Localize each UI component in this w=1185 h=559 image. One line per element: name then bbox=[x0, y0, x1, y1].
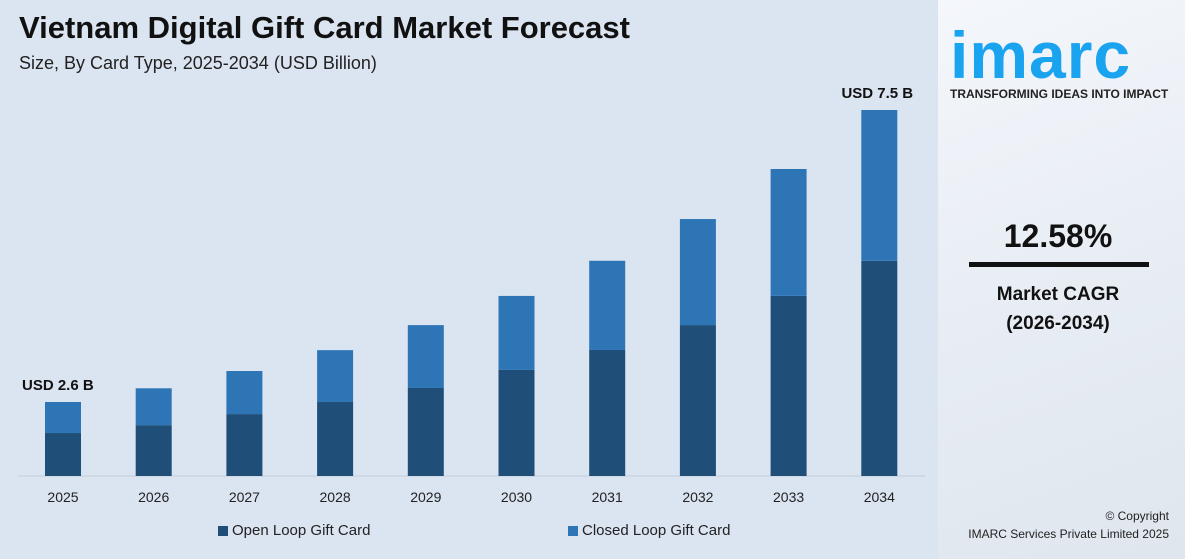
x-tick-label: 2034 bbox=[864, 489, 895, 505]
x-tick-label: 2025 bbox=[47, 489, 78, 505]
copyright-text: © Copyright bbox=[1105, 509, 1169, 523]
bar-2030 bbox=[498, 369, 535, 476]
bar-2031 bbox=[589, 260, 626, 350]
bar-2025 bbox=[45, 402, 81, 434]
bar-2033 bbox=[770, 295, 807, 476]
copyright: © Copyright IMARC Services Private Limite… bbox=[968, 507, 1169, 543]
bar-2026 bbox=[135, 425, 172, 476]
chart-panel: Vietnam Digital Gift Card Market Forecas… bbox=[18, 10, 925, 539]
legend-label: Open Loop Gift Card bbox=[232, 522, 371, 539]
data-label: USD 7.5 B bbox=[841, 85, 913, 102]
bar-2026 bbox=[135, 388, 172, 426]
bar-chart: 2025 2026 2027 2028 2029 2030 2031 2032 2033 2034… bbox=[18, 85, 925, 505]
cagr-label-text: Market CAGR bbox=[996, 284, 1120, 305]
bar-2027 bbox=[226, 414, 263, 476]
x-tick-label: 2033 bbox=[773, 489, 804, 505]
company-name: IMARC Services Private Limited 2025 bbox=[968, 527, 1169, 541]
bar-2032 bbox=[679, 325, 716, 476]
cagr-label: Market CAGR (2026-2034) bbox=[968, 280, 1148, 338]
bar-2028 bbox=[317, 350, 354, 403]
bar-2029 bbox=[407, 325, 444, 388]
cagr-period: (2026-2034) bbox=[1006, 313, 1110, 334]
bar-2030 bbox=[498, 295, 535, 370]
chart-subtitle: Size, By Card Type, 2025-2034 (USD Billi… bbox=[19, 53, 377, 73]
x-tick-label: 2032 bbox=[682, 489, 713, 505]
legend-item-closed-loop: Closed Loop Gift Card bbox=[568, 522, 730, 539]
x-tick-label: 2030 bbox=[501, 489, 532, 505]
chart-title: Vietnam Digital Gift Card Market Forecas… bbox=[19, 10, 630, 45]
data-label: USD 2.6 B bbox=[22, 377, 94, 394]
imarc-logo: imarc bbox=[950, 18, 1132, 92]
logo-tagline: TRANSFORMING IDEAS INTO IMPACT bbox=[950, 87, 1169, 101]
legend-swatch bbox=[568, 525, 578, 536]
cagr-value: 12.58% bbox=[1003, 218, 1113, 254]
legend-item-open-loop: Open Loop Gift Card bbox=[218, 522, 370, 539]
bar-2028 bbox=[317, 402, 354, 476]
x-tick-label: 2028 bbox=[320, 489, 351, 505]
x-tick-label: 2031 bbox=[592, 489, 623, 505]
bar-2029 bbox=[407, 387, 444, 476]
bar-2034 bbox=[861, 260, 898, 476]
bar-2033 bbox=[770, 168, 807, 296]
legend-swatch bbox=[218, 525, 228, 536]
info-sidebar: imarc TRANSFORMING IDEAS INTO IMPACT 12.… bbox=[938, 0, 1185, 559]
x-tick-label: 2027 bbox=[229, 489, 260, 505]
x-tick-label: 2029 bbox=[410, 489, 441, 505]
bar-2031 bbox=[589, 349, 626, 476]
x-tick-label: 2026 bbox=[138, 489, 169, 505]
divider bbox=[969, 262, 1149, 267]
bar-2027 bbox=[226, 371, 263, 415]
bar-2034 bbox=[861, 110, 898, 261]
bar-2032 bbox=[679, 219, 716, 326]
legend-label: Closed Loop Gift Card bbox=[582, 522, 731, 539]
bar-2025 bbox=[45, 433, 81, 476]
